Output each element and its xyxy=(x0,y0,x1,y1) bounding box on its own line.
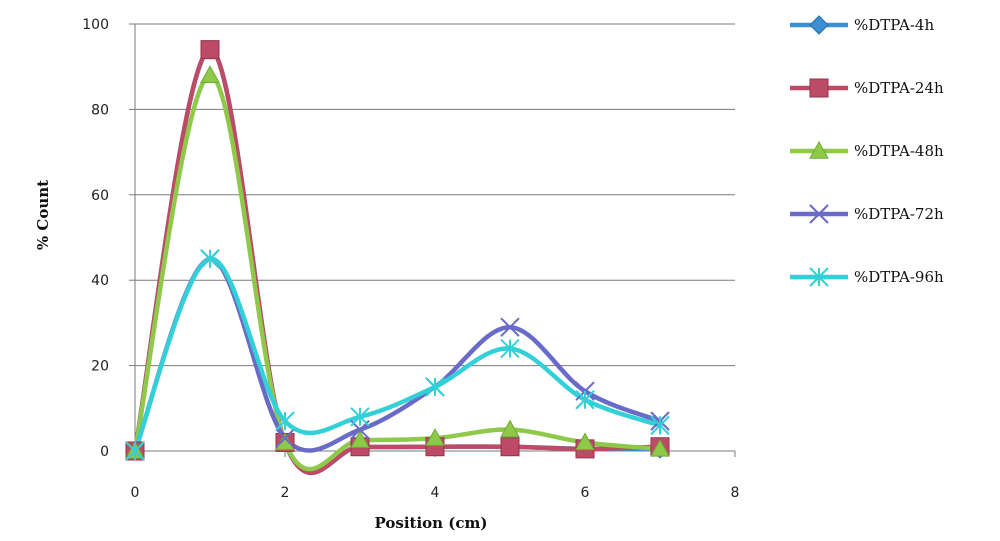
y-axis-title: % Count xyxy=(34,180,52,250)
data-point xyxy=(500,338,520,359)
y-tick-label: 100 xyxy=(82,17,109,33)
y-tick-label: 60 xyxy=(91,188,109,204)
legend-item: %DTPA-72h xyxy=(790,204,944,224)
tick-labels: 0 20 40 60 80 100 0 2 4 6 8 xyxy=(82,17,739,501)
data-point xyxy=(350,430,370,449)
data-point xyxy=(650,415,670,436)
series-line-4 xyxy=(132,256,663,454)
series-line-5 xyxy=(132,256,663,454)
y-tick-label: 40 xyxy=(91,273,109,289)
x-tick-label: 6 xyxy=(581,485,590,501)
x-tick-label: 0 xyxy=(131,485,140,501)
data-point xyxy=(425,377,445,397)
data-point xyxy=(200,65,220,83)
series-line-2 xyxy=(132,47,663,475)
legend-marker xyxy=(809,140,829,159)
legend-label: %DTPA-72h xyxy=(854,205,944,223)
data-point xyxy=(125,441,145,461)
data-point xyxy=(275,428,295,448)
legend-label: %DTPA-48h xyxy=(854,142,944,160)
x-tick-label: 2 xyxy=(281,485,290,501)
y-tick-label: 20 xyxy=(91,359,109,375)
legend-marker xyxy=(809,267,829,287)
x-tick-label: 4 xyxy=(431,485,440,501)
series-line-3 xyxy=(132,72,663,472)
data-point xyxy=(500,419,520,438)
y-tick-label: 0 xyxy=(100,444,109,460)
data-point xyxy=(575,390,595,410)
grid-lines xyxy=(135,23,735,367)
x-tick-label: 8 xyxy=(731,485,740,501)
legend-label: %DTPA-4h xyxy=(854,16,934,34)
legend-item: %DTPA-48h xyxy=(790,140,944,160)
data-point xyxy=(425,428,445,446)
data-point xyxy=(500,317,520,337)
legend-item: %DTPA-24h xyxy=(790,78,944,98)
data-point xyxy=(500,437,520,457)
data-point xyxy=(350,407,370,427)
legend-marker xyxy=(809,204,829,224)
data-point xyxy=(575,432,595,451)
y-tick-label: 80 xyxy=(91,102,109,118)
legend-label: %DTPA-24h xyxy=(854,79,944,97)
data-point xyxy=(200,249,220,269)
legend-item: %DTPA-96h xyxy=(790,267,944,287)
data-point xyxy=(200,40,220,60)
legend-label: %DTPA-96h xyxy=(854,268,944,286)
legend-marker xyxy=(809,15,829,35)
data-point xyxy=(275,411,295,431)
x-axis-title: Position (cm) xyxy=(375,514,488,532)
legend-item: %DTPA-4h xyxy=(790,15,934,35)
legend-marker xyxy=(809,78,829,98)
series-markers xyxy=(125,39,670,461)
legend: %DTPA-4h %DTPA-24h %DTPA-48h %DTPA-72h %DTPA… xyxy=(790,15,944,287)
data-point xyxy=(650,438,670,457)
